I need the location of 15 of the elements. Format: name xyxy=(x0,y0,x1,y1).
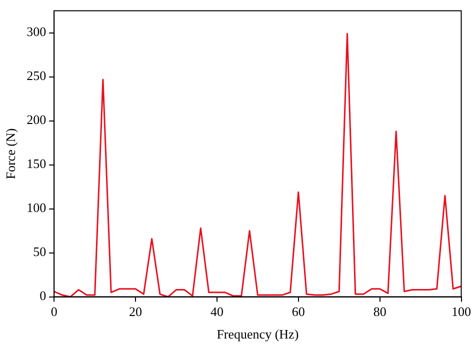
y-tick-label: 200 xyxy=(26,112,46,128)
x-tick-label: 20 xyxy=(129,304,142,320)
y-tick-label: 50 xyxy=(33,244,46,260)
x-tick-label: 60 xyxy=(292,304,305,320)
x-axis-title: Frequency (Hz) xyxy=(216,326,299,342)
x-tick-label: 80 xyxy=(373,304,386,320)
x-tick-label: 40 xyxy=(210,304,224,320)
y-tick-label: 150 xyxy=(26,156,46,172)
x-tick-label: 100 xyxy=(452,304,471,320)
y-tick-label: 300 xyxy=(26,24,46,40)
y-tick-label: 100 xyxy=(26,200,46,216)
y-axis-title: Force (N) xyxy=(3,128,18,180)
y-tick-label: 0 xyxy=(40,288,46,304)
x-tick-label: 0 xyxy=(50,304,58,320)
y-tick-label: 250 xyxy=(26,68,46,84)
